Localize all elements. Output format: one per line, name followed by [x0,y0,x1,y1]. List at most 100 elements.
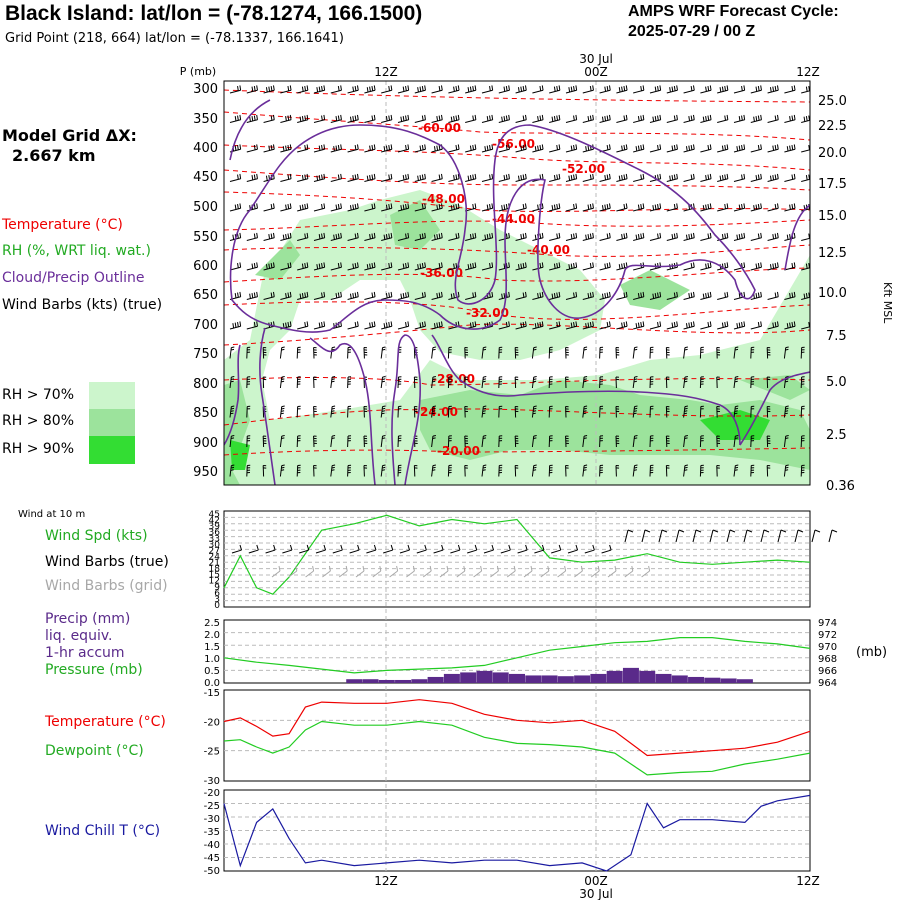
wind-barb [683,375,688,389]
wind-barb [615,465,620,477]
wind-barb [549,173,561,182]
precip-liq-label: liq. equiv. [45,628,113,644]
axis-tick-label: 42 [209,516,220,526]
wind-barb [616,144,628,153]
wind-barb [531,375,537,389]
wind-barb [766,347,771,359]
wind-barb [229,203,242,212]
legend-wind-barbs: Wind Barbs (kts) (true) [2,297,163,313]
wind-barb [431,291,443,300]
wind-barb [717,144,729,153]
wind-barb [297,173,309,182]
wind-barb [397,435,402,448]
sounding-panel-frame [223,80,811,486]
wind-barb [313,85,326,94]
wind-barb [700,173,712,182]
wind-barb [431,346,436,359]
wind-barb [767,262,779,271]
wind-barb [514,406,519,418]
precip-bar [346,679,363,683]
wind-barb [246,376,251,389]
pressure-tick: 650 [193,288,218,303]
wind-barb [464,406,468,418]
wind-barb [280,232,292,241]
wind-barb [750,321,762,330]
axis-tick-label: 12 [209,577,220,587]
wind-barb [481,144,494,153]
wind-barb [683,114,695,123]
wind-barb [464,435,469,448]
wind-barb [431,85,443,94]
wind-barb [297,114,309,123]
rh-shading [224,190,810,485]
wind-barb [582,405,588,418]
wind-barb [381,203,393,212]
wind-panel-frame [223,510,811,608]
temperature-label: Temperature (°C) [45,714,166,730]
wind-barb [633,291,645,300]
wind-barb [297,291,309,300]
wind-barb [498,376,503,389]
wind-barb [801,115,810,123]
wind-barb [599,346,604,359]
wind-barb [750,144,762,153]
wind-barb [313,203,326,212]
wind-barb [397,405,402,418]
wind-barb [565,465,569,477]
wind-barb [448,173,460,182]
rh90-label: RH > 90% [2,441,75,457]
wind-barb [549,262,561,271]
wind-barb [733,464,739,477]
wind-barb [633,144,645,153]
wind-barb [280,291,292,300]
wind-barb [448,232,460,241]
wind-barb [717,114,729,123]
wind-barb [380,464,386,477]
wind-barb [683,85,695,94]
windchill-panel-ticks: -20 -25 -30 -35 -40 -45 -50 [204,788,220,877]
wind-barb [616,291,628,300]
wind-barb [514,435,519,448]
wind-barb [229,464,235,477]
wind-barb-10m [658,529,668,543]
wind-barb [431,375,436,389]
precip-bar [427,676,444,683]
wind-barb [296,464,301,477]
wind-barb [750,114,762,123]
precip-bar [720,678,737,683]
height-tick: 5.0 [826,375,847,390]
wind-barb [633,114,645,123]
wind-barb [801,233,810,241]
pressure-tick: 750 [193,347,218,362]
wind-barb [801,262,810,271]
wind-barb [683,232,695,241]
wind-barb [279,464,285,477]
wind-barb [296,435,301,448]
wind-barb [616,321,628,330]
wind-barb [616,232,628,241]
wind-barb [700,232,712,241]
wind-barb-10m [299,544,310,554]
wind-barb-grid [624,565,634,578]
wind-barb-10m [483,544,495,554]
wind-barb [750,405,755,418]
wind-barb [599,321,611,330]
height-tick: 10.0 [818,286,847,301]
wind-barb [263,114,275,123]
wind-barb [514,465,519,477]
precip-bar [443,673,460,683]
wind-barb [616,173,628,182]
wind-barb-grid [540,565,550,578]
wind-barb [364,173,376,182]
wind-barb-grid [305,565,315,578]
wind-barb [699,435,704,448]
wind-barb [615,406,620,418]
wind-barb [347,144,359,153]
precip-bar [639,670,656,683]
wind-barb [296,346,301,359]
wind-barb [801,292,810,300]
wind-barb-10m [383,544,394,554]
wind-barb [246,321,258,330]
bottom-date-label: 30 Jul [579,887,613,900]
